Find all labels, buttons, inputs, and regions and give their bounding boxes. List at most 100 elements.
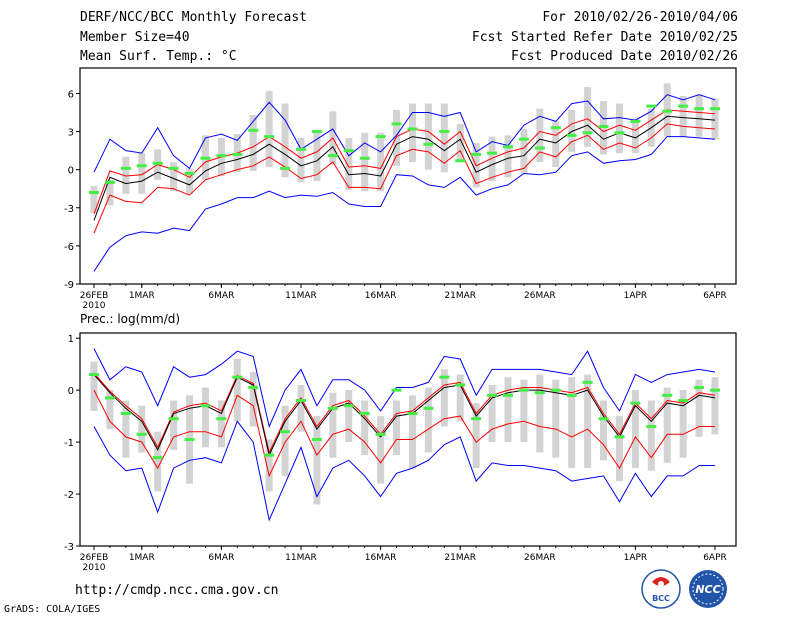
temp-observed-mark [439, 130, 450, 134]
prec-observed-mark [534, 391, 545, 395]
prec-spread-bar [600, 400, 608, 461]
prec-observed-mark [280, 430, 291, 434]
prec-plot-frame [79, 332, 737, 547]
bcc-logo-text: BCC [652, 594, 670, 603]
prec-observed-mark [662, 393, 673, 397]
prec-spread-bar [106, 390, 114, 430]
temp-y-tick-label: -9 [64, 280, 74, 291]
temp-spread-bar [138, 153, 146, 194]
temp-spread-bar [90, 186, 98, 213]
temp-spread-bar [440, 103, 448, 173]
prec-spread-bar [520, 379, 528, 443]
prec-spread-bar [393, 400, 401, 456]
temp-x-tick-label: 11MAR [285, 291, 317, 301]
temp-spread-bar [424, 103, 432, 170]
prec-observed-mark [710, 388, 720, 392]
prec-observed-mark [343, 404, 354, 408]
prec-spread-bar [711, 377, 719, 435]
prec-x-tick-label: 1APR [624, 553, 648, 563]
temp-observed-mark [407, 127, 418, 131]
temp-observed-mark [710, 107, 720, 111]
temp-observed-mark [136, 164, 147, 168]
temp-spread-bar [186, 168, 194, 194]
temp-x-tick-label: 1APR [624, 291, 648, 301]
temp-spread-bar [313, 132, 321, 182]
prec-observed-mark [518, 388, 529, 392]
grads-credit: GrADS: COLA/IGES [4, 604, 101, 615]
temp-spread-bar [711, 98, 719, 140]
temp-observed-mark [694, 107, 705, 111]
temp-y-tick-label: -3 [64, 204, 74, 215]
temp-x-tick-label: 6MAR [208, 291, 234, 301]
prec-observed-mark [327, 406, 338, 410]
prec-spread-bar [584, 374, 592, 469]
prec-min-line [93, 420, 715, 522]
prec-y-tick-label: -2 [64, 490, 74, 501]
ncc-logo: NCC [689, 570, 727, 608]
prec-observed-mark [248, 386, 259, 390]
temp-observed-mark [89, 191, 99, 195]
prec-observed-mark [471, 417, 482, 421]
temp-spread-bar [265, 90, 273, 168]
prec-observed-mark [264, 453, 275, 457]
prec-spread-bar [631, 390, 639, 469]
temp-spread-bar [695, 94, 703, 137]
temp-observed-mark [678, 104, 689, 108]
temp-plot-frame [79, 67, 737, 285]
source-url[interactable]: http://cmdp.ncc.cma.gov.cn [75, 583, 279, 598]
prec-observed-mark [503, 393, 513, 397]
prec-spread-bar [233, 358, 241, 422]
prec-observed-mark [455, 383, 466, 387]
prec-observed-mark [566, 393, 577, 397]
prec-spread-bar [424, 387, 432, 453]
temp-spread-bar [408, 103, 416, 163]
temp-lower-line [93, 123, 716, 234]
prec-observed-mark [168, 417, 179, 421]
temp-x-tick-label: 21MAR [444, 291, 476, 301]
prec-spread-bar [552, 379, 560, 458]
prec-x-tick-label: 26MAR [524, 553, 556, 563]
prec-observed-mark [391, 388, 402, 392]
prec-observed-mark [296, 399, 306, 403]
prec-spread-bar [488, 384, 496, 443]
prec-observed-mark [184, 438, 195, 441]
prec-spread-bar [695, 379, 703, 437]
prec-observed-mark [136, 432, 147, 436]
refer-date-line: Fcst Started Refer Date 2010/02/25 [471, 30, 738, 45]
prec-spread-bar [456, 374, 464, 422]
prec-spread-bar [281, 405, 289, 476]
temp-observed-mark [455, 159, 466, 163]
prec-observed-mark [630, 401, 641, 405]
prec-x-tick-label: 6APR [703, 553, 727, 563]
prec-upper-line [93, 372, 716, 455]
prec-observed-mark [120, 412, 131, 416]
prec-spread-bar [345, 390, 353, 443]
prec-spread-bar [217, 400, 225, 448]
temp-spread-bar [584, 87, 592, 147]
title-line: DERF/NCC/BCC Monthly Forecast [80, 10, 307, 25]
prec-spread-bar [647, 400, 655, 471]
temp-y-tick-label: 0 [68, 166, 74, 177]
prec-observed-mark [694, 386, 705, 390]
temp-observed-mark [614, 131, 625, 135]
temp-max-line [93, 94, 716, 173]
temp-spread-bar [297, 137, 305, 183]
prec-panel-title: Prec.: log(mm/d) [80, 312, 180, 326]
prec-observed-mark [232, 375, 243, 379]
temp-spread-bar [536, 108, 544, 163]
prec-observed-mark [582, 380, 593, 384]
member-size-line: Member Size=40 [80, 30, 190, 45]
produced-date-line: Fcst Produced Date 2010/02/26 [511, 49, 738, 64]
prec-observed-mark [375, 432, 386, 436]
prec-observed-mark [104, 396, 115, 400]
temp-observed-mark [630, 119, 641, 123]
prec-observed-mark [89, 373, 99, 377]
prec-spread-bar [249, 371, 257, 427]
temp-spread-bar [361, 132, 369, 192]
prec-observed-mark [423, 406, 434, 410]
prec-observed-mark [487, 393, 498, 397]
temp-spread-bar [679, 95, 687, 137]
temp-observed-mark [296, 147, 306, 151]
